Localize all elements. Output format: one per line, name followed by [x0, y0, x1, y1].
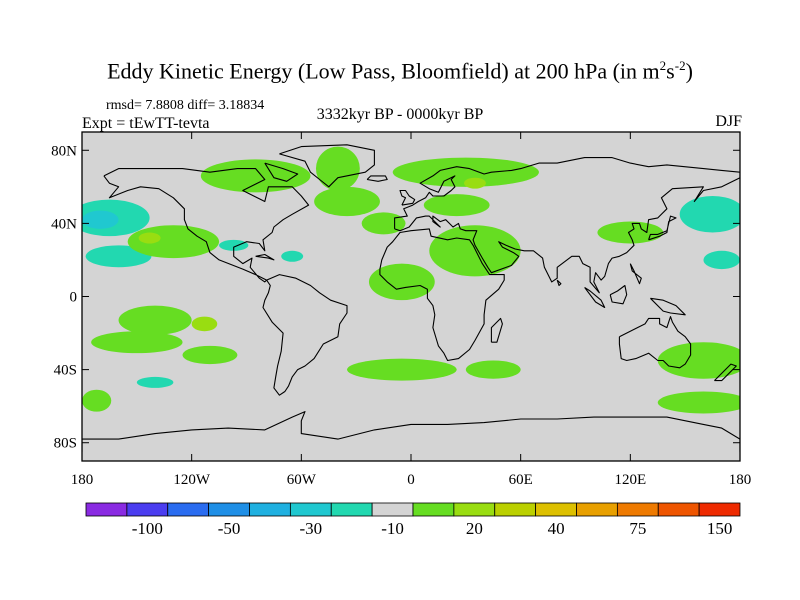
anomaly-s-atlantic-cyan — [136, 376, 174, 388]
colorbar-swatch — [616, 502, 659, 517]
season-label: DJF — [715, 113, 742, 130]
colorbar-label: -50 — [217, 519, 241, 538]
anomaly-e-pacific-cyan-2 — [281, 250, 304, 262]
title-superscript-2: -2 — [674, 58, 686, 73]
anomaly-e-pacific-cyan-1 — [219, 239, 249, 251]
coastline-sri-lanka — [556, 279, 562, 287]
anomaly-greenland-green — [315, 146, 360, 191]
anomaly-s-indian-green — [465, 360, 521, 379]
colorbar-swatch — [412, 502, 455, 517]
lon-tick-label: 180 — [729, 472, 752, 488]
anomaly-n-pacific-green-core — [138, 232, 161, 244]
anomaly-japan-cyan — [679, 195, 740, 233]
anomaly-scandinavia-green — [392, 157, 539, 187]
colorbar-swatch — [494, 502, 537, 517]
lat-tick-label: 80N — [51, 143, 77, 159]
title-close: ) — [685, 58, 693, 84]
colorbar-swatch — [698, 502, 741, 517]
colorbar-swatch — [126, 502, 169, 517]
coastline-baffin-island — [264, 162, 299, 182]
colorbar-swatch — [208, 502, 250, 517]
coastline-philippines — [629, 263, 642, 285]
coastline-japan — [648, 215, 677, 241]
colorbar-swatch — [289, 502, 332, 517]
lon-tick-label: 60W — [287, 472, 317, 488]
title-superscript-1: 2 — [659, 58, 667, 73]
colorbar-swatch — [453, 502, 496, 517]
anomaly-s-pacific-yellow — [191, 316, 218, 332]
anomaly-s-pacific-green-3 — [182, 345, 238, 365]
colorbar-swatch — [657, 502, 700, 517]
anomaly-n-pacific-blue-core — [82, 210, 119, 229]
colorbar-label: -10 — [381, 519, 404, 538]
lon-tick-label: 60E — [509, 472, 533, 488]
coastline-new-guinea — [650, 297, 686, 316]
colorbar-swatch — [167, 502, 210, 517]
coastline-australia — [618, 316, 692, 369]
coastline-madagascar — [490, 317, 503, 343]
colorbar-swatch — [576, 502, 618, 517]
lat-axis: 80N 40N 0 40S 80S — [51, 143, 740, 452]
colorbar-label: -100 — [131, 519, 163, 538]
anomaly-mid-atlantic-green — [361, 212, 406, 235]
anomaly-n-pacific-cyan-south — [85, 245, 152, 268]
lon-tick-label: 180 — [71, 472, 94, 488]
period-label: 3332kyr BP - 0000kyr BP — [316, 106, 484, 123]
anomaly-scandinavia-yellow — [464, 177, 486, 189]
coastline-sumatra — [584, 286, 606, 309]
coastline-africa — [379, 228, 505, 362]
anomaly-canada-green — [200, 159, 311, 193]
coastline-layer — [82, 144, 740, 452]
anomaly-w-africa-green — [368, 263, 435, 301]
title-mid: s — [666, 58, 675, 84]
coastline-north-america — [103, 168, 310, 283]
anomaly-s-pacific-green-west — [82, 389, 112, 412]
coastline-borneo — [609, 284, 628, 305]
anomaly-tasman-green-2 — [657, 391, 740, 414]
lat-tick-label: 40S — [54, 363, 77, 379]
coastline-cuba — [255, 253, 275, 261]
anomaly-tasman-green — [657, 342, 740, 379]
lon-axis: 180 120W 60W 0 60E 120E 180 — [71, 132, 752, 488]
anomaly-asia-green — [597, 221, 664, 244]
coastline-greenland — [279, 144, 375, 188]
colorbar-label: 20 — [465, 519, 483, 538]
lat-tick-label: 0 — [70, 290, 78, 306]
colorbar-label: -30 — [299, 519, 323, 538]
experiment-label: Expt = tEwTT-tevta — [82, 115, 210, 132]
anomaly-s-atlantic-green — [347, 358, 457, 381]
page-title: Eddy Kinetic Energy (Low Pass, Bloomfiel… — [0, 58, 800, 84]
coastline-eurasia — [394, 157, 740, 294]
lat-tick-label: 40N — [51, 216, 77, 232]
coastline-new-zealand — [714, 363, 737, 382]
anomaly-n-atlantic-green — [314, 186, 380, 217]
colorbar-label: 150 — [706, 519, 733, 538]
colorbar — [85, 502, 741, 517]
colorbar-label: 75 — [629, 519, 647, 538]
colorbar-swatch — [249, 502, 291, 517]
anomaly-layer — [82, 146, 740, 414]
colorbar-label: 40 — [547, 519, 565, 538]
title-main: Eddy Kinetic Energy (Low Pass, Bloomfiel… — [107, 58, 660, 84]
anomaly-n-africa-green — [429, 225, 521, 277]
anomaly-s-pacific-green-2 — [91, 331, 183, 354]
stats-line: rmsd= 7.8808 diff= 3.18834 — [106, 98, 265, 113]
lon-tick-label: 120W — [173, 472, 211, 488]
colorbar-swatch — [330, 502, 373, 517]
coastline-iceland — [366, 175, 388, 182]
coastline-antarctica — [82, 411, 740, 452]
coastline-great-britain — [399, 189, 416, 206]
anomaly-s-pacific-green-1 — [118, 305, 192, 335]
lon-tick-label: 120E — [614, 472, 646, 488]
colorbar-swatch — [535, 502, 577, 517]
lat-tick-label: 80S — [54, 436, 77, 452]
colorbar-swatch — [371, 502, 414, 517]
coastline-south-america — [262, 274, 348, 396]
anomaly-japan-cyan-south — [703, 250, 740, 270]
anomaly-europe-green — [423, 194, 490, 217]
lon-tick-label: 0 — [407, 472, 415, 488]
colorbar-swatch — [85, 502, 128, 517]
